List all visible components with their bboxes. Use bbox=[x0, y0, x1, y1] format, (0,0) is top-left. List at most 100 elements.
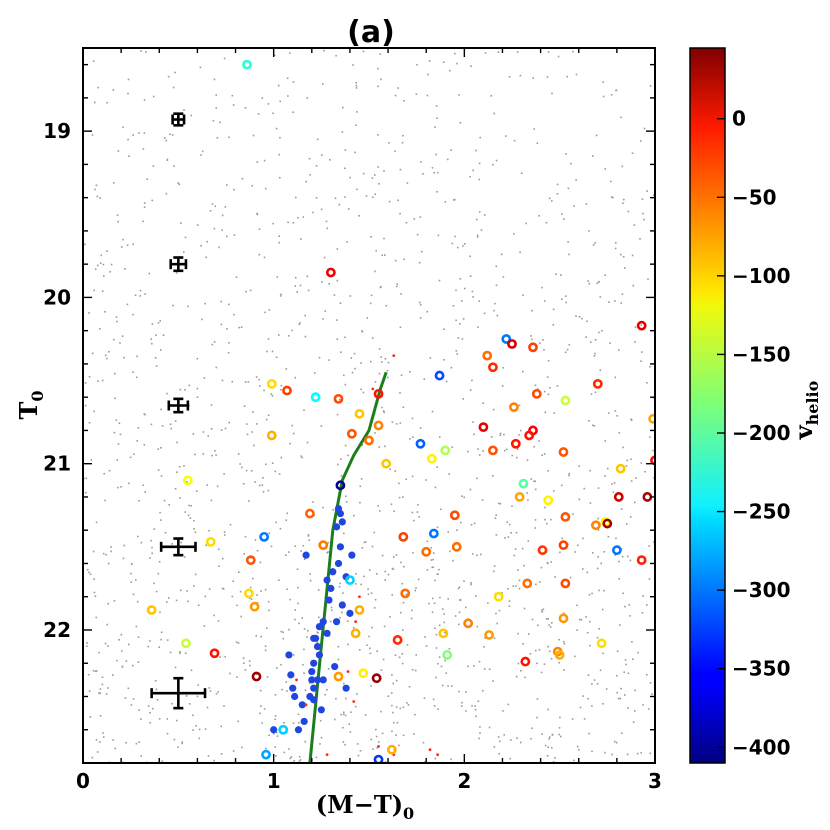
background-star bbox=[105, 553, 107, 556]
velocity-star bbox=[354, 408, 365, 419]
velocity-star bbox=[400, 588, 411, 599]
background-star bbox=[598, 331, 600, 334]
background-star bbox=[469, 255, 471, 258]
colorbar-tick-label: −250 bbox=[732, 500, 791, 524]
background-star bbox=[516, 737, 518, 739]
background-star bbox=[588, 420, 590, 422]
background-star bbox=[301, 617, 303, 619]
background-star bbox=[337, 463, 339, 466]
background-star bbox=[132, 371, 134, 373]
background-star bbox=[585, 203, 588, 205]
background-star bbox=[616, 415, 618, 417]
background-star bbox=[353, 514, 355, 517]
background-star bbox=[334, 718, 336, 721]
background-star bbox=[403, 258, 405, 261]
velocity-star bbox=[325, 267, 336, 278]
background-star bbox=[219, 656, 221, 658]
background-star bbox=[476, 218, 478, 221]
background-star bbox=[261, 722, 263, 724]
background-star bbox=[478, 300, 481, 302]
background-star bbox=[107, 687, 109, 689]
background-star bbox=[128, 643, 130, 646]
background-star bbox=[546, 376, 549, 378]
background-star bbox=[377, 134, 379, 136]
background-star bbox=[176, 441, 178, 444]
red-points bbox=[295, 354, 440, 757]
background-star bbox=[440, 665, 443, 668]
background-star bbox=[211, 343, 214, 346]
background-star bbox=[463, 496, 465, 499]
background-star bbox=[248, 660, 251, 662]
background-star bbox=[642, 212, 644, 215]
background-star bbox=[426, 94, 429, 97]
background-star bbox=[640, 360, 642, 362]
red-point bbox=[295, 678, 298, 682]
background-star bbox=[343, 682, 345, 685]
background-star bbox=[653, 194, 655, 196]
background-star bbox=[541, 609, 543, 612]
velocity-star bbox=[537, 545, 548, 556]
background-star bbox=[416, 63, 418, 66]
background-star bbox=[548, 650, 551, 653]
background-star bbox=[428, 60, 431, 62]
background-star bbox=[206, 484, 208, 486]
background-star bbox=[316, 641, 319, 643]
background-star bbox=[138, 132, 140, 134]
background-star bbox=[236, 676, 238, 678]
background-star bbox=[264, 187, 267, 190]
background-star bbox=[265, 463, 267, 466]
background-star bbox=[499, 432, 502, 435]
background-star bbox=[560, 735, 562, 738]
background-star bbox=[264, 588, 267, 591]
background-star bbox=[86, 645, 88, 647]
background-star bbox=[138, 499, 140, 502]
background-star bbox=[437, 234, 440, 237]
background-star bbox=[513, 554, 516, 557]
background-star bbox=[393, 510, 395, 512]
background-star bbox=[88, 312, 90, 314]
background-star bbox=[147, 645, 150, 648]
background-star bbox=[106, 623, 108, 626]
background-star bbox=[299, 322, 301, 324]
background-star bbox=[120, 246, 123, 248]
colorbar-label: vhelio bbox=[789, 380, 822, 440]
background-star bbox=[94, 595, 97, 597]
background-star bbox=[527, 499, 529, 501]
background-star bbox=[643, 127, 646, 130]
rgb-member-point bbox=[336, 509, 344, 518]
background-star bbox=[426, 310, 429, 313]
background-star bbox=[619, 624, 621, 626]
background-star bbox=[482, 402, 484, 404]
red-point bbox=[354, 620, 358, 624]
background-star bbox=[293, 432, 295, 435]
rgb-member-point bbox=[336, 543, 344, 551]
background-star bbox=[320, 736, 323, 739]
background-star bbox=[549, 197, 551, 200]
background-star bbox=[158, 646, 160, 648]
background-star bbox=[112, 739, 114, 741]
background-star bbox=[554, 576, 556, 578]
background-star bbox=[562, 640, 565, 643]
rgb-member-point bbox=[331, 662, 339, 671]
background-star bbox=[272, 112, 274, 115]
background-star bbox=[594, 391, 597, 394]
background-star bbox=[375, 735, 378, 738]
background-star bbox=[652, 449, 654, 452]
background-star bbox=[116, 659, 118, 662]
background-star bbox=[412, 551, 414, 554]
background-star bbox=[515, 675, 518, 678]
background-star bbox=[561, 213, 563, 215]
background-star bbox=[596, 683, 599, 685]
error-bar bbox=[171, 112, 186, 127]
background-star bbox=[649, 682, 652, 684]
background-star bbox=[395, 285, 398, 288]
background-star bbox=[384, 358, 387, 360]
background-star bbox=[478, 737, 480, 740]
background-star bbox=[414, 669, 417, 672]
background-star bbox=[87, 673, 90, 676]
background-star bbox=[231, 380, 234, 383]
background-star bbox=[614, 554, 616, 556]
background-star bbox=[369, 647, 371, 650]
background-star bbox=[85, 491, 87, 494]
background-star bbox=[386, 370, 389, 372]
